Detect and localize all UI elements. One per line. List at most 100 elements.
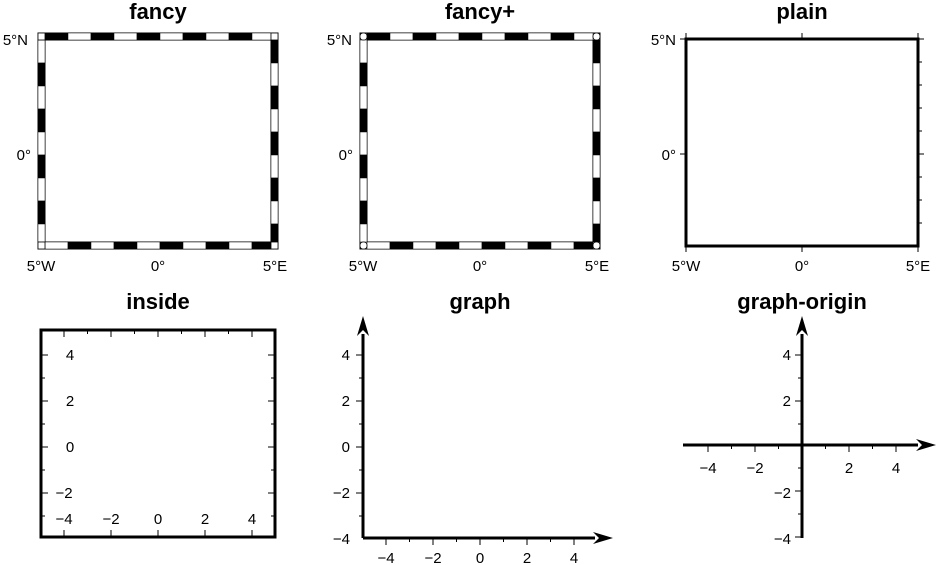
frame-outer-line: [359, 32, 601, 250]
frame-corner: [592, 241, 601, 250]
x-tick-label: −2: [746, 460, 763, 477]
x-tick-label: 5°E: [263, 258, 287, 275]
panel-graph-origin: 4 2 −2 −4 −4 −2 2 4: [683, 316, 936, 548]
frame-checker-segment: [359, 223, 368, 243]
frame-checker-segment: [37, 85, 46, 110]
x-tick-label: −4: [55, 511, 72, 528]
frame-checker-segment: [359, 177, 368, 202]
panel-fancy: 5°N 0° 5°W 0° 5°E: [3, 32, 287, 275]
frame-checker-segment: [90, 241, 115, 250]
frame-corner: [270, 32, 279, 41]
frame-checker-segment: [159, 241, 184, 250]
plain-frame: [684, 37, 920, 248]
graph-origin-axis-ticks: [707, 354, 897, 538]
frame-checker-segment: [550, 241, 575, 250]
frame-checker-segment: [504, 32, 529, 41]
frame-checker-segment: [37, 131, 46, 156]
y-tick-label: 0: [342, 439, 350, 456]
frame-checker-segment: [458, 241, 483, 250]
y-tick-label: 2: [342, 393, 350, 410]
frame-checker-segment: [251, 241, 272, 250]
frame-checker-segment: [458, 32, 483, 41]
x-tick-label: 5°E: [585, 258, 609, 275]
panel-title-graph-origin: graph-origin: [737, 289, 867, 314]
frame-checker-segment: [527, 241, 552, 250]
x-tick-label: −2: [102, 511, 119, 528]
frame-checker-segment: [592, 154, 601, 179]
frame-checker-segment: [228, 241, 253, 250]
frame-checker-segment: [44, 241, 69, 250]
frame-checker-segment: [366, 32, 391, 41]
frame-corner: [37, 241, 46, 250]
x-tick-label: 4: [892, 460, 900, 477]
frame-outer-line: [37, 32, 279, 250]
x-tick-label: 5°W: [349, 258, 378, 275]
x-tick-label: 5°W: [672, 258, 701, 275]
frame-corner: [592, 32, 601, 41]
frame-checker-segment: [228, 32, 253, 41]
x-tick-label: 0°: [795, 258, 809, 275]
frame-checker-segment: [504, 241, 529, 250]
y-tick-label: 4: [66, 347, 74, 364]
x-tick-label: 4: [570, 550, 578, 565]
frame-checker-segment: [37, 200, 46, 225]
frame-checker-segment: [527, 32, 552, 41]
fancy-plus-frame: [359, 32, 601, 250]
frame-checker-segment: [37, 177, 46, 202]
y-tick-label: 4: [342, 347, 350, 364]
frame-checker-segment: [359, 108, 368, 133]
inside-frame-ticks: [41, 330, 275, 537]
y-tick-label: −4: [333, 531, 350, 548]
frame-checker-segment: [67, 241, 92, 250]
frame-checker-segment: [592, 223, 601, 243]
frame-checker-segment: [435, 241, 460, 250]
y-tick-label: 5°N: [651, 32, 676, 49]
frame-checker-segment: [270, 39, 279, 64]
frame-checker-segment: [270, 223, 279, 243]
frame-checker-segment: [205, 32, 230, 41]
plain-frame-ticks: [680, 33, 924, 252]
frame-checker-segment: [270, 154, 279, 179]
x-tick-label: −4: [699, 460, 716, 477]
x-tick-label: 5°W: [27, 258, 56, 275]
panel-title-plain: plain: [776, 0, 827, 24]
frame-checker-segment: [182, 32, 207, 41]
panel-title-fancy-plus: fancy+: [445, 0, 515, 24]
frame-checker-segment: [136, 241, 161, 250]
frame-checker-segment: [412, 32, 437, 41]
frame-checker-segment: [573, 32, 594, 41]
frame-checker-segment: [37, 62, 46, 87]
panel-title-fancy: fancy: [129, 0, 187, 24]
frame-checker-segment: [359, 154, 368, 179]
y-tick-label: 0°: [662, 147, 676, 164]
x-tick-label: 0°: [151, 258, 165, 275]
frame-checker-segment: [573, 241, 594, 250]
frame-checker-segment: [90, 32, 115, 41]
frame-checker-segment: [592, 39, 601, 64]
frame-checker-segment: [270, 108, 279, 133]
x-tick-label: 0: [476, 550, 484, 565]
frame-checker-segment: [389, 32, 414, 41]
graph-axis-ticks: [356, 354, 575, 545]
x-tick-label: 5°E: [906, 258, 930, 275]
frame-corner: [270, 241, 279, 250]
y-tick-label: 2: [783, 393, 791, 410]
frame-checker-segment: [592, 108, 601, 133]
frame-checker-segment: [481, 32, 506, 41]
frame-checker-segment: [37, 39, 46, 64]
x-tick-label: 2: [523, 550, 531, 565]
y-tick-label: 0°: [17, 147, 31, 164]
frame-checker-segment: [359, 200, 368, 225]
frame-checker-segment: [270, 200, 279, 225]
frame-checker-segment: [359, 131, 368, 156]
frame-checker-segment: [359, 85, 368, 110]
frame-checker-segment: [37, 223, 46, 243]
y-tick-label: 0°: [339, 147, 353, 164]
frame-checker-segment: [37, 108, 46, 133]
x-tick-label: 4: [248, 511, 256, 528]
frame-checker-segment: [481, 241, 506, 250]
frame-checker-segment: [182, 241, 207, 250]
frame-corner: [37, 32, 46, 41]
frame-checker-segment: [37, 154, 46, 179]
